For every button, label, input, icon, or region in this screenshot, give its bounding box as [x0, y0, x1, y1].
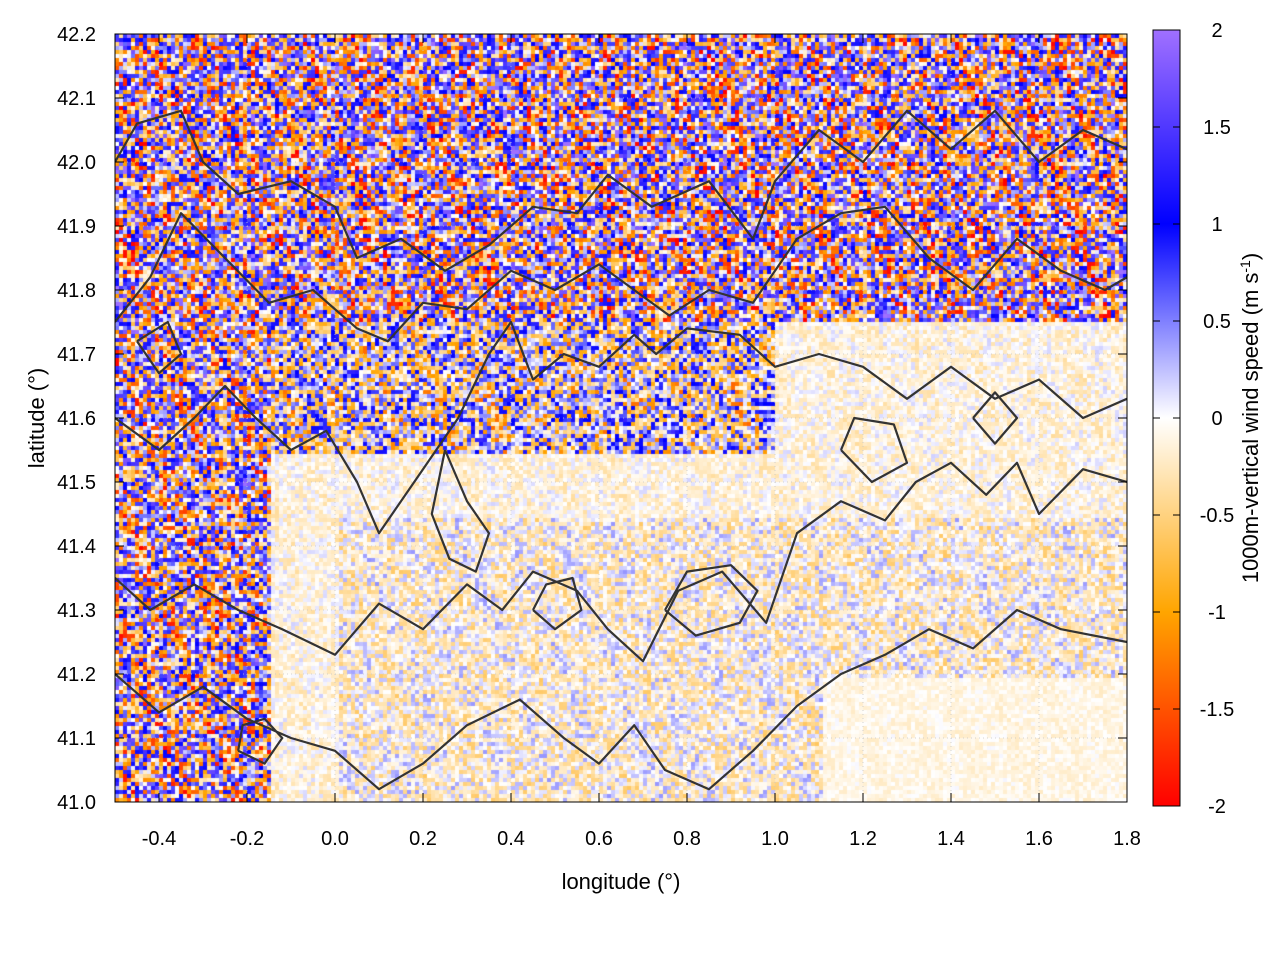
contour-line [237, 717, 284, 765]
contour-line [115, 109, 1127, 272]
colorbar-tick-label: 0 [1211, 408, 1222, 430]
y-tick-label: 41.3 [57, 600, 96, 622]
contour-line [839, 416, 909, 484]
y-tick-label: 41.1 [57, 728, 96, 750]
contour-lines [115, 109, 1127, 791]
contour-line [532, 576, 583, 631]
x-tick-label: -0.2 [230, 828, 264, 850]
colorbar-title-close: ) [1238, 253, 1263, 260]
x-tick-label: 0.6 [585, 828, 613, 850]
y-tick-label: 42.1 [57, 88, 96, 110]
x-tick-label: -0.4 [142, 828, 176, 850]
x-tick-label: 0.2 [409, 828, 437, 850]
colorbar-tick-label: -1.5 [1200, 699, 1234, 721]
x-tick-label: 0.8 [673, 828, 701, 850]
colorbar-tick-label: 1 [1211, 214, 1222, 236]
y-tick-label: 41.8 [57, 280, 96, 302]
contour-line [115, 205, 1127, 343]
y-tick-label: 41.5 [57, 472, 96, 494]
y-tick-label: 41.0 [57, 792, 96, 814]
x-axis-title: longitude (°) [562, 869, 681, 894]
colorbar-title: 1000m-vertical wind speed (m s-1) [1237, 253, 1263, 583]
contour-line [136, 320, 183, 375]
contour-line [115, 608, 1127, 791]
colorbar-tick-label: 1.5 [1203, 117, 1231, 139]
contour-line [115, 320, 1127, 535]
colorbar-title-superscript: -1 [1237, 260, 1253, 273]
colorbar-ticks: 2 1.5 1 0.5 0 -0.5 -1 -1.5 -2 [1153, 20, 1234, 818]
colorbar-tick-label: 2 [1211, 20, 1222, 42]
y-axis-ticks: 41.0 41.1 41.2 41.3 41.4 41.5 41.6 41.7 41.8 41.9… [57, 24, 1127, 814]
colorbar-tick-label: -1 [1208, 602, 1226, 624]
x-tick-label: 1.8 [1113, 828, 1141, 850]
colorbar-tick-label: -0.5 [1200, 505, 1234, 527]
colorbar-title-main: 1000m-vertical wind speed (m s [1238, 273, 1263, 584]
colorbar-tick-label: -2 [1208, 796, 1226, 818]
x-tick-label: 0.4 [497, 828, 525, 850]
y-tick-label: 42.2 [57, 24, 96, 46]
y-tick-label: 41.6 [57, 408, 96, 430]
contour-line [430, 449, 491, 573]
x-axis-ticks: -0.4 -0.2 0.0 0.2 0.4 0.6 0.8 1.0 1.2 1.4 1.6 1.8 [142, 34, 1141, 850]
colorbar-tick-label: 0.5 [1203, 311, 1231, 333]
contour-line [664, 564, 759, 637]
y-axis-title: latitude (°) [24, 368, 49, 469]
x-tick-label: 1.6 [1025, 828, 1053, 850]
x-tick-label: 1.2 [849, 828, 877, 850]
y-tick-label: 41.7 [57, 344, 96, 366]
x-tick-label: 0.0 [321, 828, 349, 850]
y-tick-label: 41.9 [57, 216, 96, 238]
y-tick-label: 42.0 [57, 152, 96, 174]
x-tick-label: 1.0 [761, 828, 789, 850]
contour-line [972, 391, 1019, 445]
y-tick-label: 41.4 [57, 536, 96, 558]
y-tick-label: 41.2 [57, 664, 96, 686]
contour-line [115, 461, 1127, 663]
x-tick-label: 1.4 [937, 828, 965, 850]
